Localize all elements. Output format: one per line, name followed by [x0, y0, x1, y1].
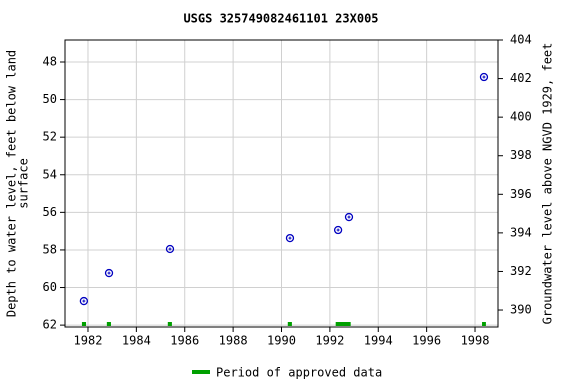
y-axis-label: Depth to water level, feet below land	[5, 50, 19, 317]
y-tick-label: 60	[43, 280, 57, 294]
x-tick-label: 1994	[364, 334, 393, 348]
data-point	[104, 268, 114, 278]
approved-period	[287, 322, 292, 326]
x-tick-label: 1988	[219, 334, 248, 348]
data-point	[479, 72, 489, 82]
y-tick-label: 50	[43, 92, 57, 106]
y2-tick-label: 394	[510, 225, 532, 239]
y2-tick-label: 396	[510, 187, 532, 201]
x-tick-label: 1992	[315, 334, 344, 348]
data-point	[333, 225, 343, 235]
x-tick-label: 1984	[122, 334, 151, 348]
plot-frame	[64, 39, 499, 328]
legend-label: Period of approved data	[216, 366, 382, 380]
approved-period	[106, 322, 111, 326]
y2-tick-label: 402	[510, 71, 532, 85]
data-point	[285, 233, 295, 243]
y-tick-label: 54	[43, 167, 57, 181]
y2-tick-label: 398	[510, 148, 532, 162]
x-tick-label: 1996	[412, 334, 441, 348]
point-marker	[104, 268, 114, 278]
data-point	[344, 212, 354, 222]
x-tick-label: 1982	[74, 334, 103, 348]
x-tick-label: 1990	[267, 334, 296, 348]
x-tick-label: 1986	[170, 334, 199, 348]
point-marker	[165, 244, 175, 254]
point-marker	[333, 225, 343, 235]
y-axis-label: surface	[17, 158, 31, 209]
data-point	[79, 296, 89, 306]
y-tick-label: 58	[43, 242, 57, 256]
y2-tick-label: 400	[510, 110, 532, 124]
y-tick-label: 52	[43, 130, 57, 144]
approved-period	[81, 322, 87, 326]
x-tick-label: 1998	[461, 334, 490, 348]
y2-tick-label: 392	[510, 264, 532, 278]
approved-period	[482, 322, 486, 326]
point-marker	[344, 212, 354, 222]
y2-tick-label: 404	[510, 33, 532, 47]
point-marker	[285, 233, 295, 243]
approved-period	[335, 322, 351, 326]
y-tick-label: 48	[43, 54, 57, 68]
y-tick-label: 56	[43, 205, 57, 219]
y2-axis-label: Groundwater level above NGVD 1929, feet	[541, 43, 555, 325]
point-marker	[79, 296, 89, 306]
chart-title: USGS 325749082461101 23X005	[183, 12, 378, 26]
approved-period	[167, 322, 172, 326]
y-tick-label: 62	[43, 318, 57, 332]
y2-tick-label: 390	[510, 303, 532, 317]
data-point	[165, 244, 175, 254]
point-marker	[479, 72, 489, 82]
